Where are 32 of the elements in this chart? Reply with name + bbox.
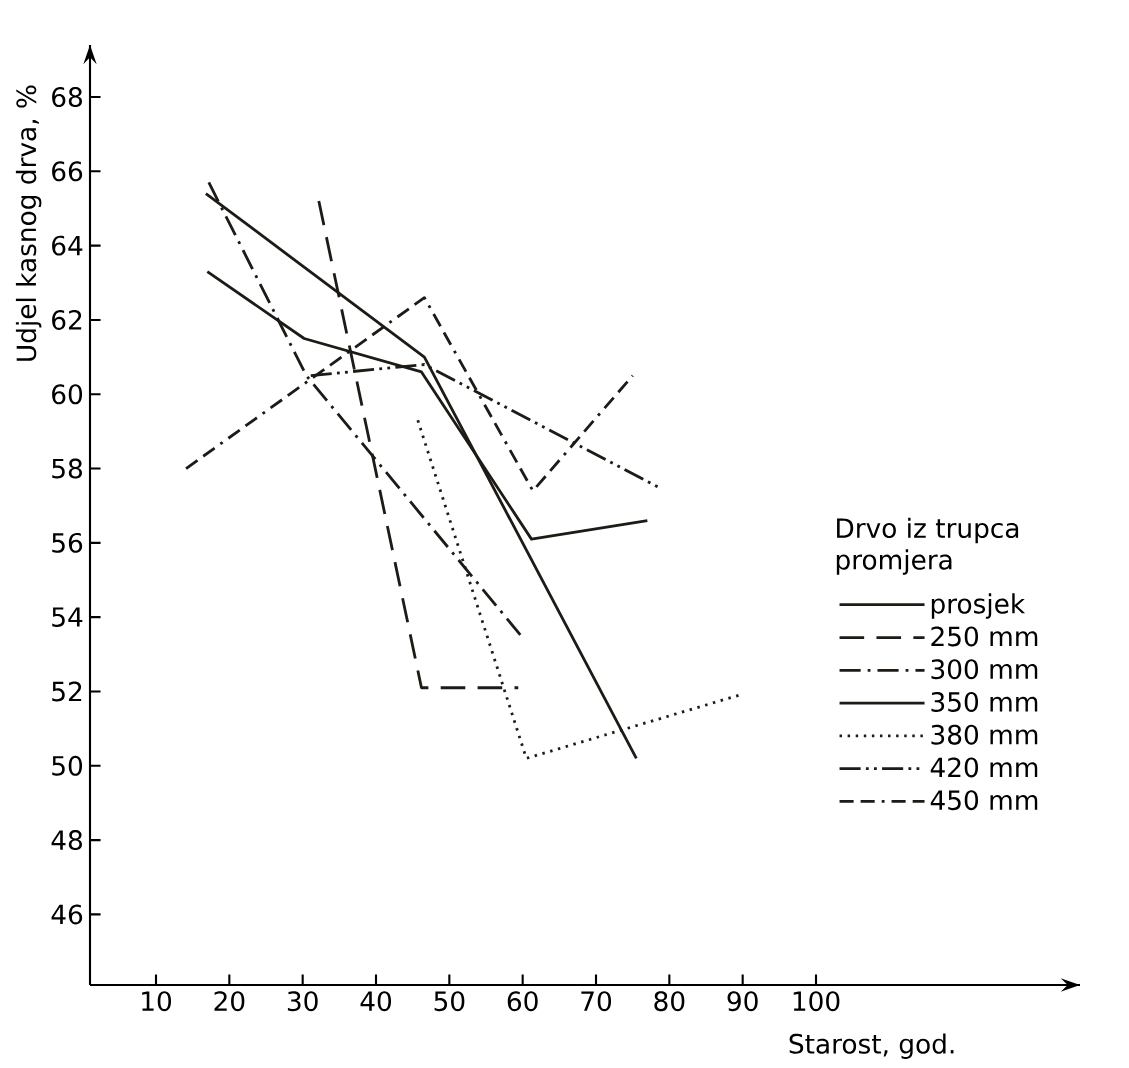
legend-label: 300 mm — [931, 659, 1038, 680]
legend-label: 350 mm — [931, 691, 1038, 712]
x-axis-title: Starost, god. — [789, 1033, 954, 1059]
y-tick-label: 60 — [52, 384, 83, 405]
y-tick-label: 66 — [52, 161, 83, 182]
x-tick-label: 10 — [142, 991, 172, 1012]
x-tick-label: 50 — [434, 991, 465, 1012]
x-tick-label: 90 — [727, 991, 758, 1012]
y-tick-label: 52 — [52, 681, 82, 702]
x-tick-label: 60 — [507, 991, 538, 1012]
y-tick-label: 56 — [52, 532, 83, 553]
y-tick-label: 68 — [52, 87, 82, 107]
x-tick-label: 100 — [793, 991, 840, 1012]
x-tick-label: 40 — [360, 991, 392, 1012]
y-tick-label: 62 — [52, 309, 82, 330]
legend-label: 450 mm — [930, 790, 1038, 811]
x-tick-label: 80 — [654, 991, 685, 1012]
y-axis-title: Udjel kasnog drva, % — [15, 85, 42, 361]
y-tick-label: 46 — [51, 904, 83, 925]
y-tick-label: 64 — [52, 235, 83, 256]
y-tick-label: 50 — [52, 755, 83, 776]
legend-title: Drvo iz trupca promjera — [836, 517, 1019, 575]
y-tick-label: 58 — [52, 458, 82, 479]
y-tick-label: 48 — [51, 830, 82, 851]
legend-label: 250 mm — [931, 626, 1038, 647]
legend-label: prosjek — [931, 593, 1026, 619]
x-tick-label: 70 — [581, 991, 612, 1012]
y-tick-label: 54 — [52, 607, 83, 627]
x-tick-label: 30 — [287, 991, 318, 1012]
legend-label: 380 mm — [931, 724, 1038, 745]
x-tick-label: 20 — [214, 991, 245, 1012]
legend-label: 420 mm — [930, 757, 1038, 778]
